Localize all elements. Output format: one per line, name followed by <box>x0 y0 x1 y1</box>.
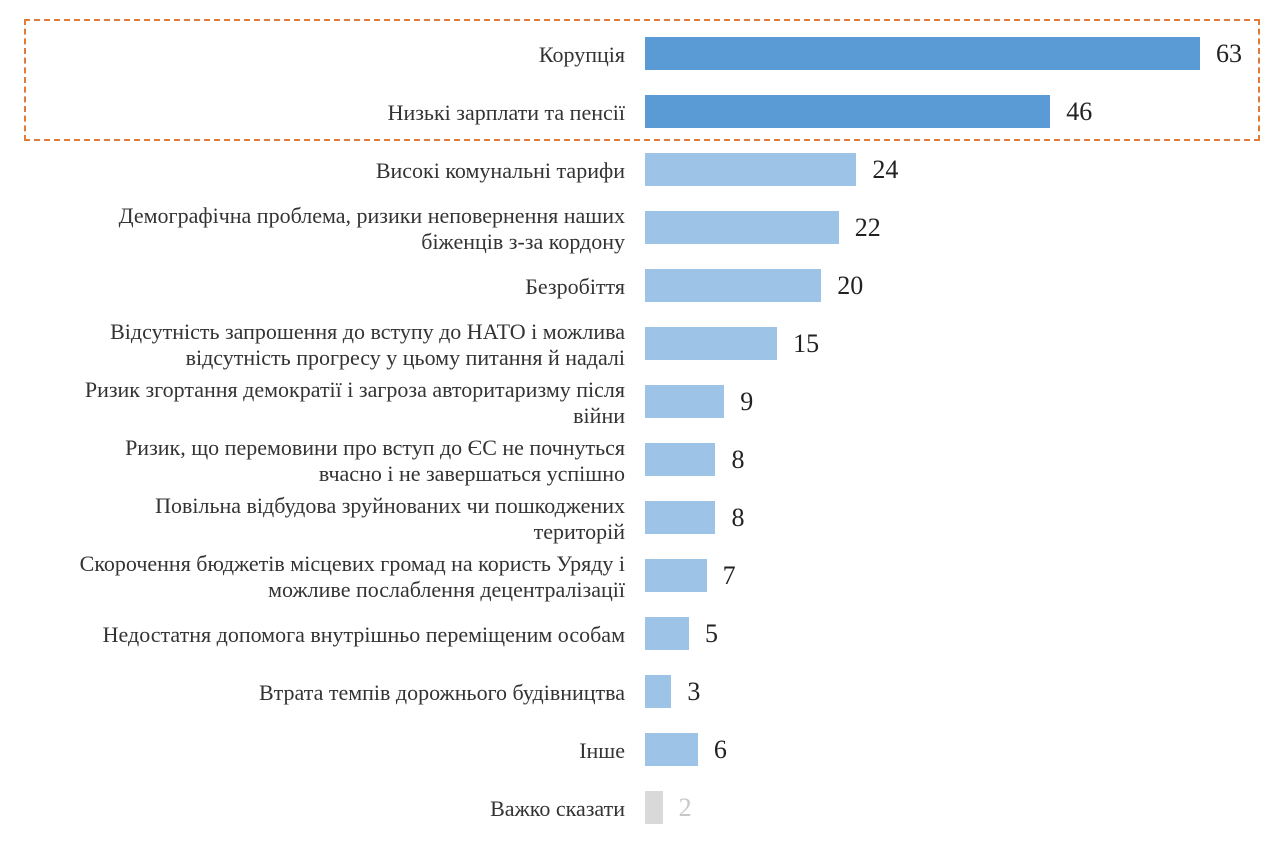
bar <box>645 617 690 650</box>
category-label: Ризик, що перемовини про вступ до ЄС не … <box>5 435 625 487</box>
value-label: 7 <box>722 561 736 590</box>
bar <box>645 211 839 244</box>
value-label: 20 <box>837 271 864 300</box>
category-label-line: Високі комунальні тарифи <box>375 157 625 183</box>
bar <box>645 37 1200 70</box>
category-label: Безробіття <box>5 274 625 300</box>
bar <box>645 791 663 824</box>
category-label: Ризик згортання демократії і загроза авт… <box>5 377 625 429</box>
value-label: 63 <box>1216 39 1242 68</box>
value-label: 9 <box>740 387 754 416</box>
bar <box>645 95 1051 128</box>
category-label-line: Безробіття <box>525 273 625 299</box>
bar <box>645 733 698 766</box>
value-label: 3 <box>687 677 701 706</box>
value-label: 2 <box>678 793 692 822</box>
value-label: 46 <box>1066 97 1093 126</box>
category-label-line: територій <box>533 518 625 544</box>
category-label: Низькі зарплати та пенсії <box>5 100 625 126</box>
value-label: 5 <box>705 619 719 648</box>
bar <box>645 443 716 476</box>
value-label: 24 <box>872 155 899 184</box>
category-label-line: можливе послаблення децентралізації <box>268 576 625 602</box>
value-label: 22 <box>854 213 881 242</box>
value-label: 15 <box>793 329 820 358</box>
bar <box>645 501 716 534</box>
bar <box>645 327 778 360</box>
category-label-line: Демографічна проблема, ризики неповернен… <box>118 202 625 228</box>
bar <box>645 559 707 592</box>
category-label-line: Корупція <box>538 41 625 67</box>
category-label: Високі комунальні тарифи <box>5 158 625 184</box>
category-label-line: Інше <box>579 737 625 763</box>
category-label: Важко сказати <box>5 796 625 822</box>
category-label: Втрата темпів дорожнього будівництва <box>5 680 625 706</box>
category-label: Недостатня допомога внутрішньо переміщен… <box>5 622 625 648</box>
category-label-line: Відсутність запрошення до вступу до НАТО… <box>110 318 625 344</box>
category-label-line: Важко сказати <box>490 795 625 821</box>
category-label: Повільна відбудова зруйнованих чи пошкод… <box>5 493 625 545</box>
value-label: 8 <box>731 445 745 474</box>
category-label: Демографічна проблема, ризики неповернен… <box>5 203 625 255</box>
category-label-line: Недостатня допомога внутрішньо переміщен… <box>102 621 625 647</box>
value-label: 8 <box>731 503 745 532</box>
category-label-line: Низькі зарплати та пенсії <box>387 99 625 125</box>
category-label-line: Ризик, що перемовини про вступ до ЄС не … <box>125 434 625 460</box>
category-label: Відсутність запрошення до вступу до НАТО… <box>5 319 625 371</box>
value-label: 6 <box>713 735 727 764</box>
bar <box>645 675 672 708</box>
bar <box>645 153 857 186</box>
highlight-box <box>24 19 1260 141</box>
category-label-line: відсутність прогресу у цьому питання й н… <box>185 344 625 370</box>
bar <box>645 269 822 302</box>
category-label-line: Втрата темпів дорожнього будівництва <box>258 679 625 705</box>
category-label: Інше <box>5 738 625 764</box>
bar <box>645 385 725 418</box>
category-label-line: біженців з-за кордону <box>421 228 625 254</box>
category-label-line: Скорочення бюджетів місцевих громад на к… <box>79 550 625 576</box>
category-label-line: вчасно і не завершаться успішно <box>318 460 625 486</box>
category-label: Корупція <box>5 42 625 68</box>
category-label-line: Ризик згортання демократії і загроза авт… <box>84 376 625 402</box>
category-label-line: Повільна відбудова зруйнованих чи пошкод… <box>155 492 625 518</box>
category-label-line: війни <box>573 402 625 428</box>
category-label: Скорочення бюджетів місцевих громад на к… <box>5 551 625 603</box>
